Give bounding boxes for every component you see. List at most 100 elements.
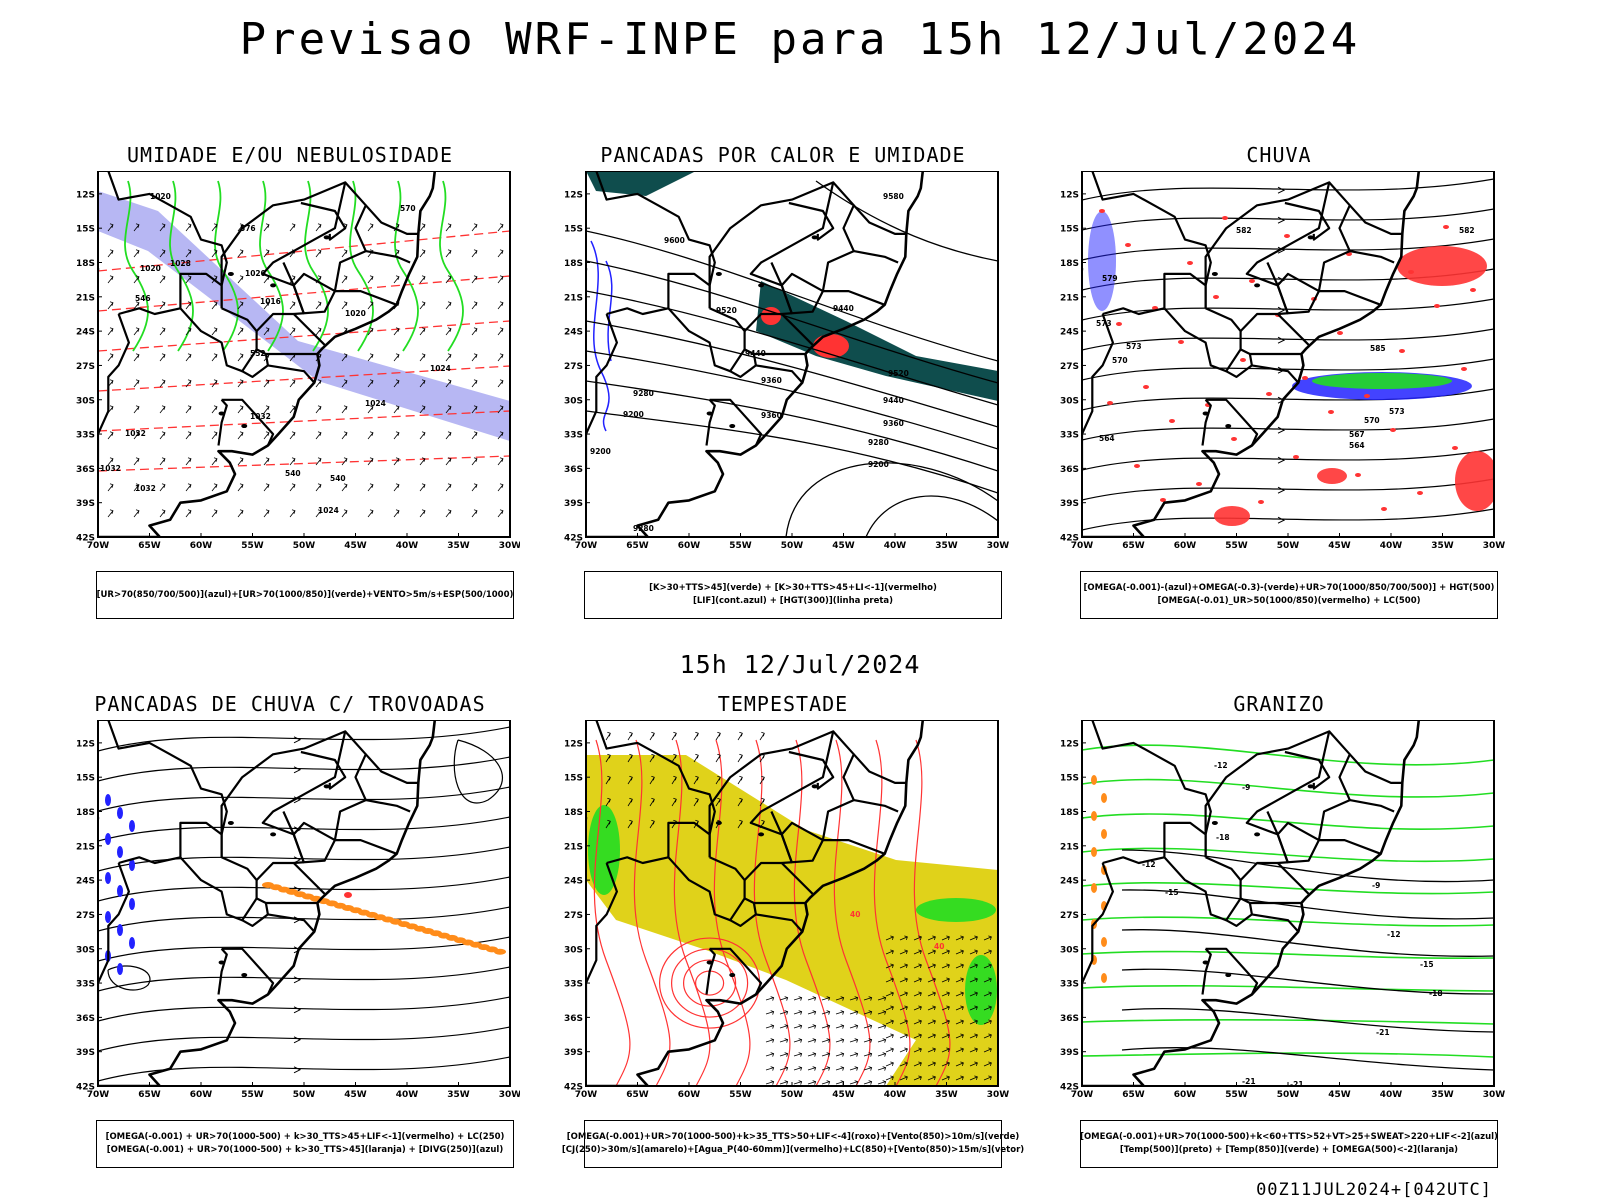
contour-label: 1020 [345, 309, 366, 318]
humidity-contour [394, 180, 419, 352]
wind-vector [419, 483, 426, 492]
wind-vector [393, 457, 400, 466]
legend-line: [OMEGA(-0.001) + UR>70(1000-500) + k>30_… [106, 1145, 504, 1155]
temperature-500-contour [1121, 889, 1494, 920]
lon-label: 35W [447, 1090, 470, 1100]
contour-label: 9360 [761, 376, 782, 385]
contour-label: 585 [1370, 344, 1386, 353]
wind-vector [983, 963, 992, 969]
lifted-index-contour [590, 240, 610, 432]
temperature-500-contour [1121, 849, 1494, 883]
humidity-contour [349, 180, 374, 352]
lon-label: 65W [138, 1090, 161, 1100]
country-border [1082, 862, 1115, 1021]
lon-label: 30W [1483, 541, 1506, 551]
wind-vector [955, 949, 964, 955]
wind-vector [133, 509, 140, 518]
wind-vector [445, 483, 452, 492]
rain-area-red [1214, 506, 1250, 526]
wind-vector [955, 991, 964, 997]
map-layers [98, 720, 510, 1086]
panel-title: GRANIZO [1233, 692, 1325, 716]
wind-vector [341, 249, 348, 258]
wind-vector [649, 819, 655, 829]
humidity-contour [439, 180, 464, 352]
rain-speck [1249, 279, 1255, 283]
wind-vector [899, 963, 908, 969]
lon-label: 45W [1328, 1090, 1351, 1100]
rain-area-red [1455, 451, 1494, 511]
country-border [364, 753, 419, 785]
rain-speck [1116, 322, 1122, 326]
wind-vector [497, 327, 504, 336]
wind-vector [885, 1005, 894, 1011]
wind-vector [445, 431, 452, 440]
temperature-850-contour [1082, 744, 1494, 766]
lake [1307, 784, 1314, 789]
streamline-arrow [1277, 186, 1286, 194]
wind-vector [941, 1019, 950, 1025]
wind-vector [185, 405, 192, 414]
wind-vector [863, 1080, 873, 1085]
wind-vector [927, 1005, 936, 1011]
wind-vector [885, 1033, 894, 1039]
wind-vector [367, 275, 374, 284]
wind-vector [211, 457, 218, 466]
lat-label: 36S [76, 465, 95, 475]
contour-label: 540 [330, 474, 346, 483]
wind-vector [445, 457, 452, 466]
lake [758, 832, 765, 837]
wind-vector [737, 753, 743, 763]
wind-vector [263, 249, 270, 258]
contour-label: 9280 [633, 389, 654, 398]
lat-label: 24S [76, 328, 95, 338]
wind-vector [765, 1010, 775, 1015]
wind-vector [237, 379, 244, 388]
lon-label: 55W [1225, 541, 1248, 551]
contour-label: 1032 [250, 412, 271, 421]
wind-vector [211, 509, 218, 518]
wind-vector [289, 379, 296, 388]
lat-label: 36S [1060, 465, 1079, 475]
height-contour [586, 380, 998, 472]
wind-vector [671, 797, 677, 807]
wind-vector [419, 327, 426, 336]
wind-vector [863, 1038, 873, 1043]
wind-vector [849, 1024, 859, 1029]
wind-vector [885, 949, 894, 955]
wind-vector [899, 935, 908, 941]
wind-vector [779, 1080, 789, 1085]
height-contour [586, 320, 998, 428]
lon-label: 40W [396, 541, 419, 551]
country-border [852, 753, 907, 785]
wind-vector [849, 1010, 859, 1015]
streamline-arrow [293, 1036, 302, 1044]
wind-vector [367, 353, 374, 362]
rain-speck [1187, 261, 1193, 265]
wind-vector [445, 275, 452, 284]
streamline [1082, 508, 1494, 531]
height-contour [586, 290, 998, 406]
wind-vector [715, 775, 721, 785]
lat-label: 30S [1060, 396, 1079, 406]
country-border [1284, 750, 1331, 790]
coastline [586, 171, 925, 537]
lake [218, 411, 225, 416]
lon-label: 55W [729, 541, 752, 551]
panel-trovoadas: PANCADAS DE CHUVA C/ TROVOADAS 12S 15S 18S 2… [60, 692, 520, 1172]
streamline [1082, 178, 1494, 201]
wind-vector [627, 819, 633, 829]
rain-area-blue [1088, 211, 1116, 311]
footer-stamp: 00Z11JUL2024+[042UTC] [1256, 1180, 1492, 1200]
wind-vector [863, 1052, 873, 1057]
lon-label: 50W [781, 1090, 804, 1100]
country-border [821, 250, 855, 292]
wind-vector [605, 819, 611, 829]
contour-label: -9 [1242, 783, 1250, 792]
temperature-850-contour [1082, 813, 1494, 830]
wind-vector [983, 1047, 992, 1053]
wind-vector [211, 327, 218, 336]
contour-label: 546 [135, 294, 151, 303]
wind-vector [393, 353, 400, 362]
lat-label: 39S [1060, 499, 1079, 509]
